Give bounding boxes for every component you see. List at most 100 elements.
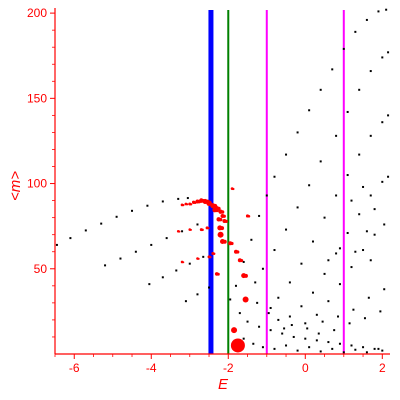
data-point [267, 312, 270, 315]
data-point [387, 114, 390, 117]
data-point [383, 288, 386, 291]
y-tick-label: 50 [34, 262, 48, 276]
data-point [182, 204, 185, 207]
data-point [381, 121, 384, 124]
x-tick-label: 2 [379, 361, 386, 375]
data-point [348, 322, 351, 325]
data-point [258, 214, 261, 217]
data-point [181, 230, 184, 233]
data-point [377, 10, 380, 13]
data-point [189, 203, 193, 206]
data-point [319, 350, 322, 353]
data-point [246, 320, 249, 323]
data-point [346, 231, 349, 234]
data-point [220, 226, 225, 231]
data-point [383, 223, 386, 226]
data-point [240, 258, 244, 263]
data-point [338, 247, 341, 250]
data-point [306, 327, 309, 330]
data-point [269, 306, 272, 309]
data-point [256, 301, 259, 304]
data-point [115, 215, 118, 218]
data-point [369, 259, 372, 262]
data-point [232, 187, 235, 191]
data-point [369, 194, 372, 197]
data-point [321, 320, 324, 323]
data-point [285, 153, 288, 156]
data-point [327, 300, 330, 303]
data-point [352, 308, 355, 311]
data-point [186, 203, 189, 206]
data-point [315, 339, 318, 342]
data-point [369, 134, 372, 137]
data-point [189, 228, 192, 231]
data-point [290, 324, 293, 327]
data-point [346, 174, 349, 177]
data-point [273, 175, 276, 178]
data-point [69, 237, 72, 240]
y-axis-label: <m> [7, 171, 24, 201]
data-point [315, 313, 318, 316]
data-point [261, 267, 264, 270]
data-point [335, 194, 338, 197]
data-point [323, 216, 326, 219]
x-tick-label: -2 [223, 361, 234, 375]
data-point [292, 335, 295, 338]
data-point [196, 293, 199, 296]
data-point [146, 204, 149, 207]
data-point [252, 342, 255, 345]
data-point [362, 346, 365, 349]
data-point [242, 260, 245, 263]
data-point [230, 338, 245, 353]
data-point [354, 250, 357, 253]
data-point [150, 243, 153, 246]
data-point [373, 208, 376, 211]
data-point [288, 281, 291, 284]
data-point [327, 259, 330, 262]
data-point [229, 298, 232, 301]
data-point [350, 199, 353, 202]
data-point [277, 318, 280, 321]
data-point [308, 109, 311, 112]
data-point [304, 337, 307, 340]
data-point [269, 329, 272, 332]
data-point [207, 226, 210, 230]
data-point [311, 291, 314, 294]
data-points [55, 8, 390, 354]
data-point [350, 344, 353, 347]
data-point [381, 56, 384, 59]
data-point [217, 231, 224, 238]
data-point [385, 8, 388, 11]
data-point [335, 134, 338, 137]
data-point [337, 315, 340, 318]
data-point [331, 68, 334, 71]
data-point [220, 210, 225, 214]
data-point [327, 341, 330, 344]
data-point [273, 347, 276, 350]
data-point [373, 233, 376, 236]
data-point [182, 261, 185, 264]
data-point [250, 238, 253, 241]
data-point [100, 222, 103, 225]
data-point [84, 229, 87, 232]
data-point [358, 213, 361, 216]
data-point [277, 296, 280, 299]
data-point [333, 329, 336, 332]
data-point [319, 160, 322, 163]
data-point [354, 348, 357, 351]
data-point [216, 272, 220, 276]
data-point [331, 347, 334, 350]
x-tick-label: 0 [302, 361, 309, 375]
x-tick-label: -4 [146, 361, 157, 375]
data-point [304, 322, 307, 325]
data-point [367, 296, 370, 299]
data-point [55, 243, 58, 246]
data-point [350, 266, 353, 269]
data-point [104, 264, 107, 267]
data-point [338, 342, 341, 345]
data-point [242, 296, 249, 303]
data-point [373, 347, 376, 350]
data-point [202, 255, 205, 258]
data-point [311, 240, 314, 243]
